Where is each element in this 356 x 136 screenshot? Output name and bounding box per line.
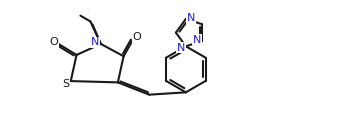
Text: N: N [193, 35, 201, 45]
Text: N: N [187, 13, 195, 23]
Text: O: O [132, 32, 141, 42]
Text: —: — [88, 10, 90, 11]
Text: S: S [62, 79, 69, 89]
Text: N: N [91, 37, 99, 47]
Text: O: O [49, 37, 58, 47]
Text: N: N [177, 43, 185, 53]
